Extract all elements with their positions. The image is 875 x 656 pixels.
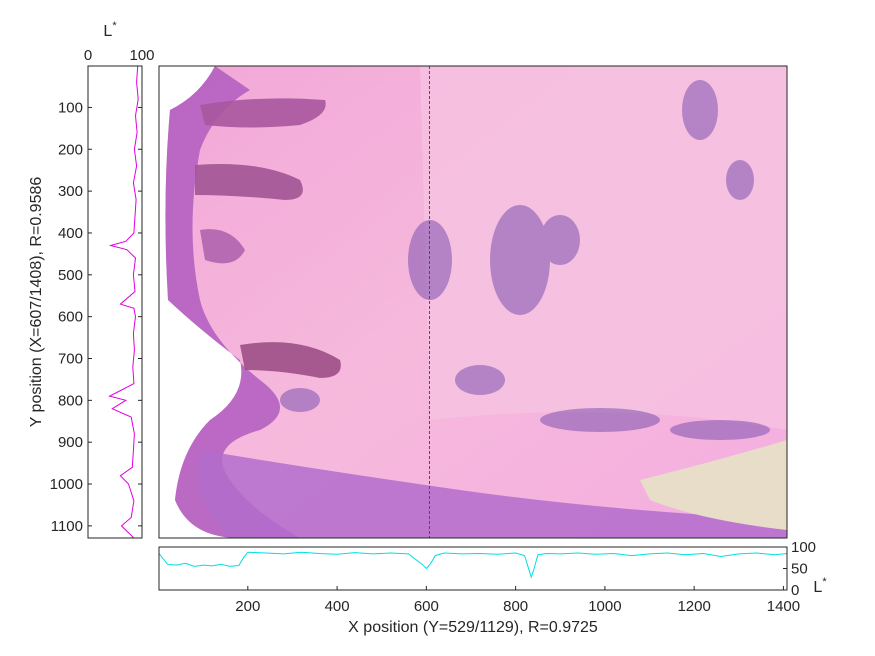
left-y-tick-label: 400: [58, 225, 83, 242]
bottom-x-tick-label: 200: [235, 598, 260, 615]
bottom-y-tick-label: 100: [791, 539, 816, 556]
left-y-tick-label: 600: [58, 309, 83, 326]
left-y-tick-label: 800: [58, 392, 83, 409]
bottom-x-tick-label: 1200: [677, 598, 710, 615]
bottom-y-axis-label: L*: [813, 576, 827, 596]
left-x-tick-label: 0: [84, 47, 92, 64]
left-y-tick-label: 900: [58, 434, 83, 451]
left-y-tick-label: 1100: [51, 518, 83, 535]
left-y-tick-label: 700: [58, 350, 83, 367]
left-y-tick-label: 1000: [50, 476, 83, 493]
histology-image: [159, 66, 787, 538]
left-y-tick-label: 300: [58, 183, 83, 200]
left-y-axis-label: Y position (X=607/1408), R=0.9586: [28, 177, 45, 428]
left-y-tick-label: 200: [58, 141, 83, 158]
left-profile-line: [108, 66, 139, 538]
bottom-x-tick-label: 800: [503, 598, 528, 615]
bottom-profile-line: [159, 551, 787, 579]
bottom-x-tick-label: 600: [414, 598, 439, 615]
bottom-y-tick-label: 0: [791, 582, 799, 599]
bottom-x-tick-label: 1000: [588, 598, 621, 615]
left-y-tick-label: 500: [58, 267, 83, 284]
bottom-y-tick-label: 50: [791, 561, 808, 578]
bottom-x-tick-label: 400: [325, 598, 350, 615]
image-frame: [158, 65, 788, 539]
left-profile-panel: 0 100 100 200 300 400 500 600 700 800 900 1000 1100…: [28, 20, 155, 539]
left-x-tick-label: 100: [129, 47, 154, 64]
bottom-profile-panel: 200 400 600 800 1000 1200 1400 0 50 100 X positi…: [158, 539, 827, 636]
bottom-x-axis-label: X position (Y=529/1129), R=0.9725: [348, 619, 598, 636]
left-y-tick-label: 100: [58, 99, 83, 116]
left-axis-label: L*: [103, 20, 117, 40]
bottom-x-tick-label: 1400: [767, 598, 800, 615]
